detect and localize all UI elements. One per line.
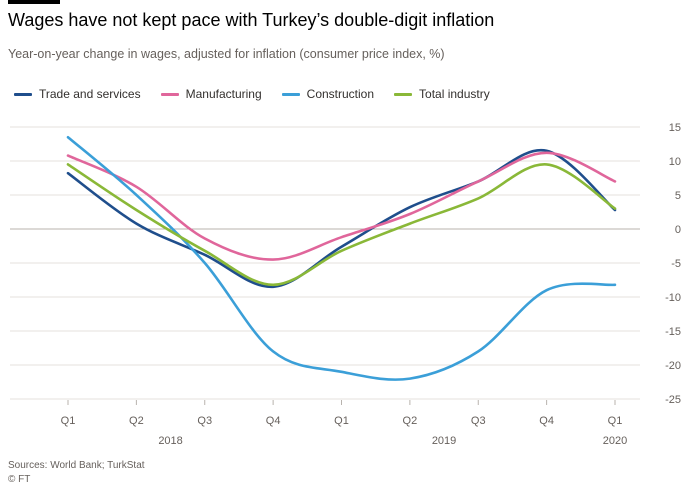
legend-swatch-construction — [281, 92, 300, 96]
legend-item-construction: Construction — [281, 87, 375, 101]
legend-item-total-industry: Total industry — [394, 87, 490, 101]
y-tick-label: -15 — [665, 326, 681, 338]
y-tick-label: -20 — [665, 360, 681, 372]
x-tick-label: Q2 — [403, 415, 418, 427]
x-tick-label: Q2 — [129, 415, 144, 427]
series-line-total-industry — [66, 163, 617, 287]
x-tick-label: Q4 — [266, 415, 281, 427]
y-tick-label: 5 — [675, 190, 681, 202]
legend-swatch-total-industry — [394, 92, 413, 96]
y-tick-label: -25 — [665, 394, 681, 406]
x-tick-label: Q1 — [334, 415, 349, 427]
legend-swatch-manufacturing — [160, 92, 179, 96]
legend-label-trade-and-services: Trade and services — [39, 87, 141, 101]
chart-legend: Trade and services Manufacturing Constru… — [14, 87, 490, 101]
legend-item-manufacturing: Manufacturing — [160, 87, 262, 101]
y-tick-label: -5 — [671, 258, 681, 270]
x-tick-label: Q3 — [197, 415, 212, 427]
x-tick-label: Q3 — [471, 415, 486, 427]
series-line-trade-and-services — [66, 148, 617, 289]
series-line-construction — [66, 135, 617, 381]
copyright-note: © FT — [8, 474, 31, 485]
source-note: Sources: World Bank; TurkStat — [8, 460, 145, 471]
chart-subtitle: Year-on-year change in wages, adjusted f… — [8, 47, 445, 61]
x-year-label: 2020 — [603, 435, 627, 447]
x-tick-label: Q1 — [61, 415, 76, 427]
legend-label-manufacturing: Manufacturing — [185, 87, 262, 101]
y-tick-label: 10 — [669, 156, 681, 168]
x-tick-label: Q4 — [539, 415, 554, 427]
legend-item-trade-and-services: Trade and services — [14, 87, 141, 101]
series-line-manufacturing — [66, 151, 617, 261]
legend-label-construction: Construction — [306, 87, 375, 101]
y-tick-label: 0 — [675, 224, 681, 236]
y-tick-label: 15 — [669, 122, 681, 134]
legend-swatch-trade-and-services — [14, 92, 32, 96]
legend-label-total-industry: Total industry — [419, 87, 490, 101]
x-year-label: 2019 — [432, 435, 456, 447]
chart-title: Wages have not kept pace with Turkey’s d… — [8, 10, 495, 30]
y-tick-label: -10 — [665, 292, 681, 304]
title-accent-bar — [8, 0, 60, 4]
x-year-label: 2018 — [158, 435, 182, 447]
x-tick-label: Q1 — [608, 415, 623, 427]
